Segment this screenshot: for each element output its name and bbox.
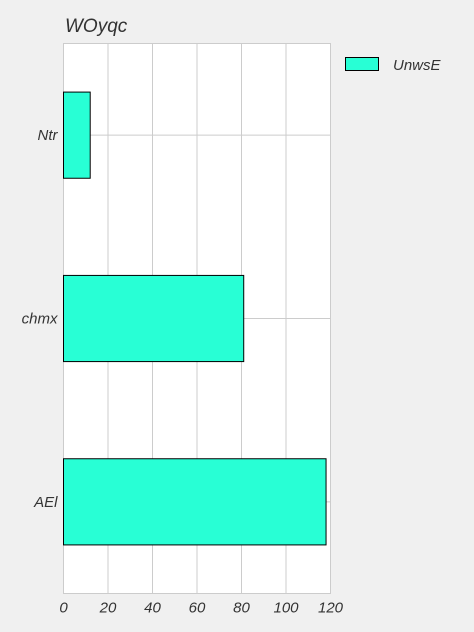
- x-tick-label: 20: [99, 600, 117, 617]
- y-tick-label: Ntr: [38, 127, 59, 144]
- y-axis-tick-labels: Ntr chmx AEl: [22, 127, 59, 511]
- x-tick-label: 60: [189, 600, 206, 617]
- y-tick-label: chmx: [22, 311, 58, 328]
- x-tick-label: 40: [144, 600, 161, 617]
- x-tick-label: 0: [59, 600, 68, 617]
- bar-chmx: [63, 274, 245, 363]
- x-tick-label: 80: [233, 600, 250, 617]
- chart-title: WOyqc: [65, 16, 128, 37]
- bar-AEl: [63, 458, 327, 546]
- legend: UnwsE: [345, 57, 442, 74]
- x-axis-tick-labels: 0 20 40 60 80 100 120: [59, 600, 343, 617]
- x-tick-label: 100: [273, 600, 299, 617]
- bar-Ntr: [63, 91, 91, 179]
- bars: [63, 91, 327, 546]
- y-tick-label: AEl: [33, 494, 58, 511]
- x-tick-label: 120: [318, 600, 344, 617]
- legend-swatch: [345, 57, 379, 71]
- legend-label: UnwsE: [393, 57, 442, 74]
